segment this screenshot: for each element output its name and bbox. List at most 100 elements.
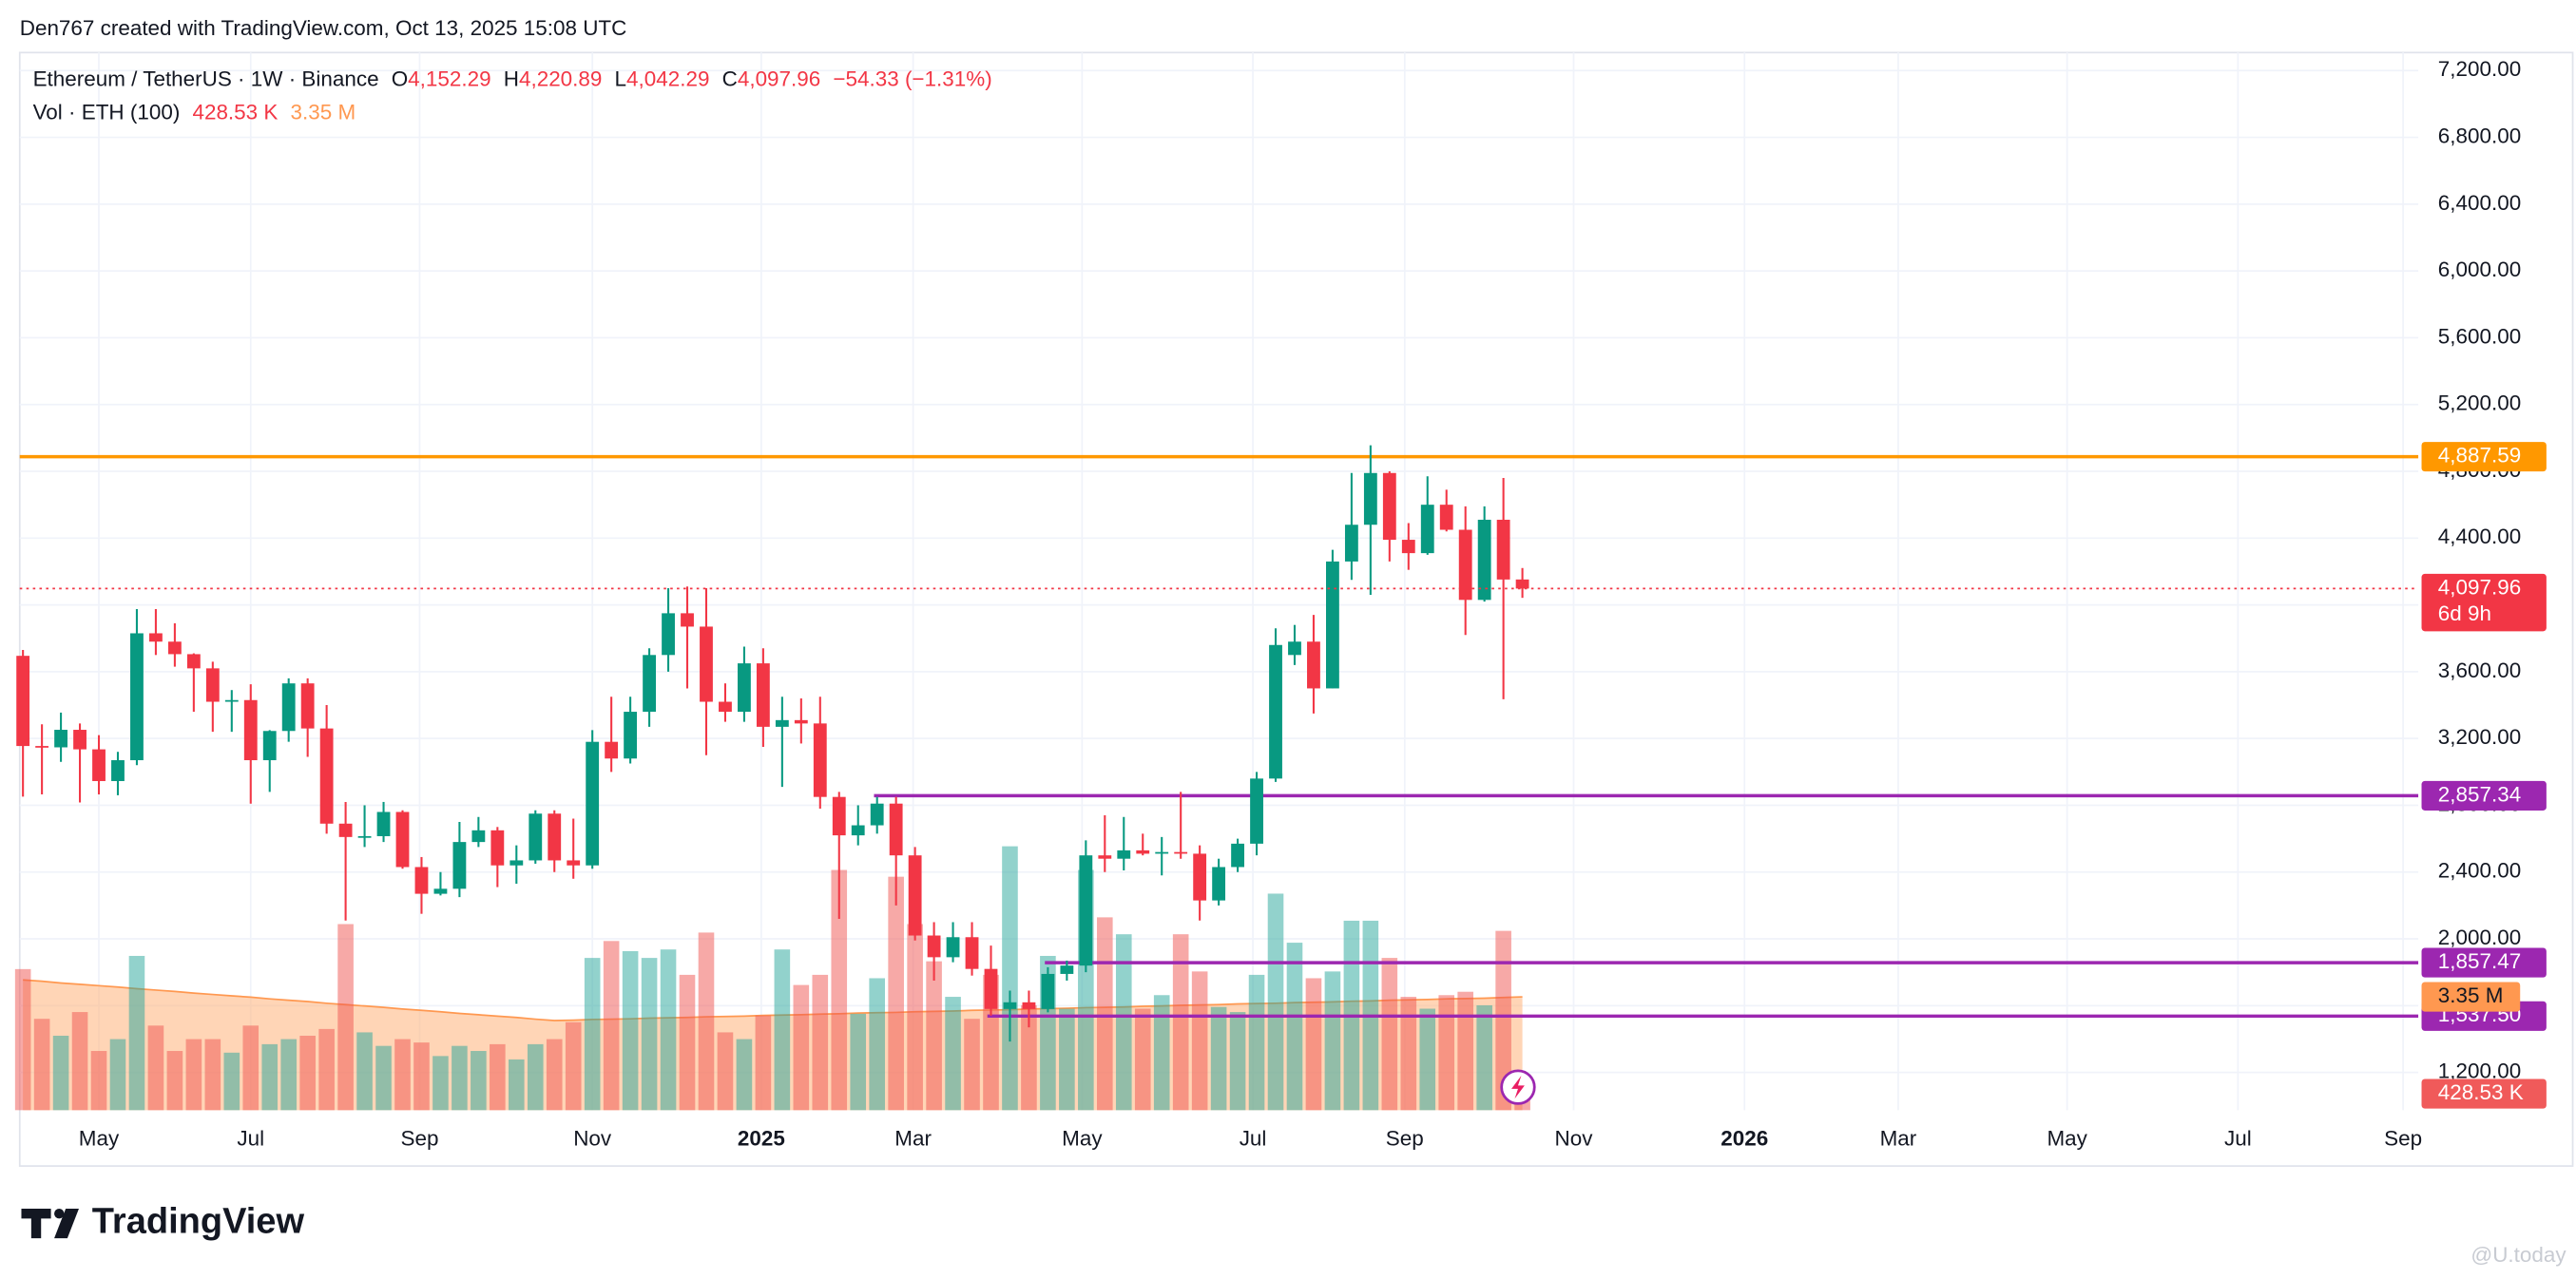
volume-bar bbox=[831, 869, 848, 1111]
candle-body bbox=[111, 760, 125, 781]
volume-bar bbox=[452, 1045, 468, 1111]
x-tick-label: Sep bbox=[2384, 1126, 2422, 1150]
volume-bar bbox=[299, 1035, 316, 1111]
candle-body bbox=[681, 613, 694, 627]
volume-bar bbox=[888, 876, 904, 1111]
candle-body bbox=[1288, 641, 1301, 656]
candle-body bbox=[548, 813, 562, 861]
candle-body bbox=[775, 719, 789, 727]
level-badge-label: 1,857.47 bbox=[2438, 949, 2521, 973]
candle-body bbox=[1193, 853, 1207, 901]
candle-body bbox=[719, 701, 732, 713]
candle-body bbox=[300, 683, 315, 729]
candle-body bbox=[567, 860, 581, 866]
candle-body bbox=[357, 835, 372, 838]
volume-bar bbox=[433, 1056, 449, 1111]
x-tick-label: Jul bbox=[237, 1126, 264, 1150]
candle-body bbox=[586, 741, 600, 866]
candle-body bbox=[262, 731, 277, 761]
frame bbox=[18, 51, 2574, 1167]
legend-key: C bbox=[722, 67, 738, 91]
volume-bar bbox=[1457, 991, 1473, 1111]
volume-ma-label: 3.35 M bbox=[2438, 983, 2504, 1007]
volume-bar bbox=[147, 1025, 164, 1111]
x-tick-label: Jul bbox=[2224, 1126, 2252, 1150]
volume-bar bbox=[1476, 1004, 1492, 1111]
volume-bar bbox=[1495, 930, 1511, 1111]
candle-body bbox=[605, 741, 619, 759]
volume-bar bbox=[261, 1043, 279, 1111]
candle-body bbox=[1117, 849, 1131, 859]
candle-body bbox=[1174, 851, 1188, 854]
watermark: @U.today bbox=[2470, 1243, 2566, 1267]
candle-body bbox=[54, 730, 67, 748]
candle-body bbox=[889, 803, 903, 856]
y-tick-label: 5,200.00 bbox=[2438, 391, 2521, 415]
level-badge bbox=[2421, 780, 2547, 811]
volume-bar bbox=[1059, 1008, 1075, 1111]
candle-body bbox=[643, 655, 656, 713]
volume-bar bbox=[1286, 943, 1303, 1111]
legend-change: −54.33 (−1.31%) bbox=[833, 67, 991, 91]
candle-body bbox=[1515, 579, 1529, 589]
candle-body bbox=[1307, 641, 1320, 689]
candle-body bbox=[1155, 851, 1169, 854]
volume-bar bbox=[907, 924, 923, 1111]
volume-bar bbox=[527, 1043, 544, 1111]
volume-bar bbox=[166, 1051, 183, 1111]
candle-body bbox=[1382, 472, 1396, 541]
x-tick-label: May bbox=[79, 1126, 120, 1150]
x-tick-label: Mar bbox=[894, 1126, 932, 1150]
candle-body bbox=[1231, 843, 1244, 868]
candle-body bbox=[1401, 540, 1415, 554]
volume-bar bbox=[1210, 1006, 1227, 1111]
volume-bar bbox=[622, 950, 639, 1111]
legend-open: 4,152.29 bbox=[408, 67, 490, 91]
y-tick-label: 1,200.00 bbox=[2438, 1059, 2521, 1083]
legend-key: H bbox=[504, 67, 519, 91]
candle-body bbox=[149, 633, 163, 642]
level-badge-label: 2,857.34 bbox=[2438, 782, 2521, 806]
candle-body bbox=[984, 968, 998, 1009]
level-badge-label: 4,887.59 bbox=[2438, 444, 2521, 468]
candle-body bbox=[471, 830, 486, 843]
candle-body bbox=[1212, 867, 1226, 901]
volume-bar bbox=[736, 1039, 753, 1111]
candle-body bbox=[338, 823, 353, 837]
legend-ohlc: Ethereum / TetherUS · 1W · Binance O4,15… bbox=[33, 67, 992, 91]
candle-body bbox=[243, 699, 258, 761]
candle-body bbox=[1079, 855, 1093, 966]
candle-body bbox=[529, 813, 543, 861]
countdown: 6d 9h bbox=[2438, 601, 2491, 625]
volume-bar bbox=[1021, 1004, 1037, 1111]
volume-bar bbox=[71, 1012, 88, 1111]
legend-symbol: Ethereum / TetherUS · 1W · Binance bbox=[33, 67, 379, 91]
y-tick-label: 2,000.00 bbox=[2438, 926, 2521, 949]
y-tick-label: 6,400.00 bbox=[2438, 191, 2521, 215]
y-tick-label: 4,400.00 bbox=[2438, 525, 2521, 548]
volume-badge bbox=[2421, 1079, 2547, 1109]
candle-body bbox=[1060, 965, 1074, 974]
legend-low: 4,042.29 bbox=[626, 67, 709, 91]
volume-bar bbox=[1229, 1012, 1246, 1111]
volume-bar bbox=[204, 1039, 221, 1111]
volume-bar bbox=[1381, 958, 1398, 1111]
volume-bar bbox=[717, 1032, 734, 1111]
candle-body bbox=[1250, 778, 1263, 844]
y-tick-label: 2,400.00 bbox=[2438, 859, 2521, 883]
volume-bar bbox=[1305, 978, 1322, 1111]
x-tick-label: Nov bbox=[573, 1126, 612, 1150]
legend-close: 4,097.96 bbox=[738, 67, 820, 91]
x-tick-label: Jul bbox=[1240, 1126, 1267, 1150]
x-tick-label: Nov bbox=[1555, 1126, 1594, 1150]
time-axis bbox=[21, 1112, 2419, 1165]
candle-body bbox=[794, 719, 808, 724]
volume-bar bbox=[945, 997, 961, 1111]
candle-body bbox=[509, 860, 524, 866]
volume-bar bbox=[90, 1051, 107, 1111]
volume-bar bbox=[1438, 995, 1455, 1111]
candle-body bbox=[832, 796, 846, 836]
volume-bar bbox=[356, 1032, 373, 1111]
candle-body bbox=[1041, 973, 1055, 1009]
